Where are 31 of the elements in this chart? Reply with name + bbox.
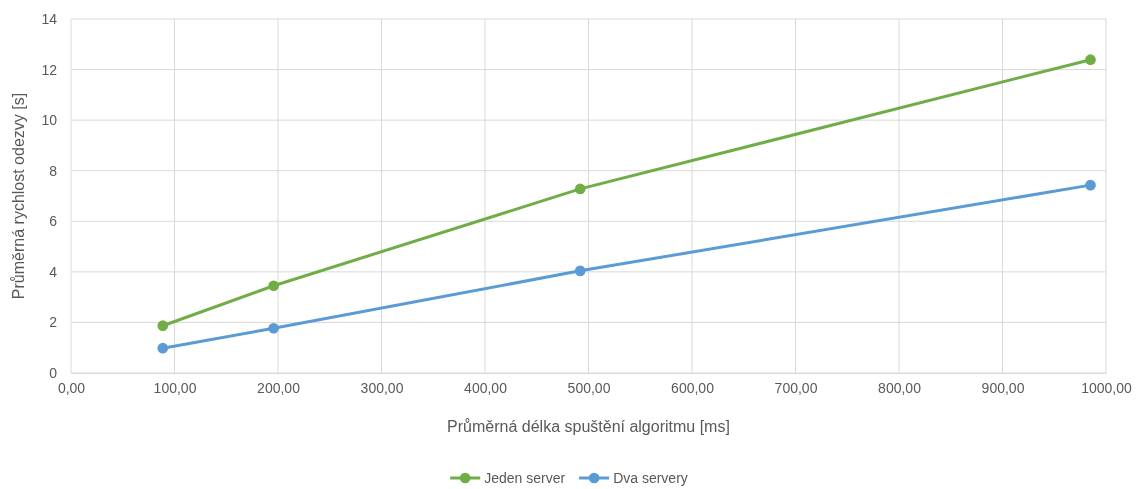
y-axis-title: Průměrná rychlost odezvy [s] [10,92,27,300]
point [268,280,280,292]
x-tick-label: 0,00 [57,379,86,396]
y-tick-label: 10 [41,112,58,129]
x-tick-label: 200,00 [257,379,301,396]
point [268,322,280,334]
x-axis-title: Průměrná délka spuštění algoritmu [ms] [447,418,730,435]
point [157,342,169,354]
point [574,265,586,277]
y-tick-label: 2 [49,314,58,331]
x-tick-label: 600,00 [671,379,715,396]
x-tick-label: 400,00 [464,379,508,396]
x-tick-label: 800,00 [878,379,922,396]
x-tick-label: 1000,00 [1081,379,1133,396]
x-tick-label: 500,00 [567,379,611,396]
point [1085,179,1096,191]
y-tick-label: 4 [49,263,58,280]
y-tick-label: 6 [49,213,58,230]
x-tick-label: 100,00 [153,379,197,396]
point [1085,54,1096,66]
y-tick-label: 14 [41,10,58,27]
y-tick-label: 8 [49,162,58,179]
legend-label: Dva servery [613,470,688,486]
legend-label: Jeden server [484,470,566,486]
point [157,320,169,332]
x-tick-label: 700,00 [774,379,818,396]
y-tick-label: 12 [41,61,58,78]
x-tick-label: 300,00 [360,379,404,396]
point [574,183,586,195]
x-tick-label: 900,00 [981,379,1025,396]
y-tick-label: 0 [49,364,58,381]
